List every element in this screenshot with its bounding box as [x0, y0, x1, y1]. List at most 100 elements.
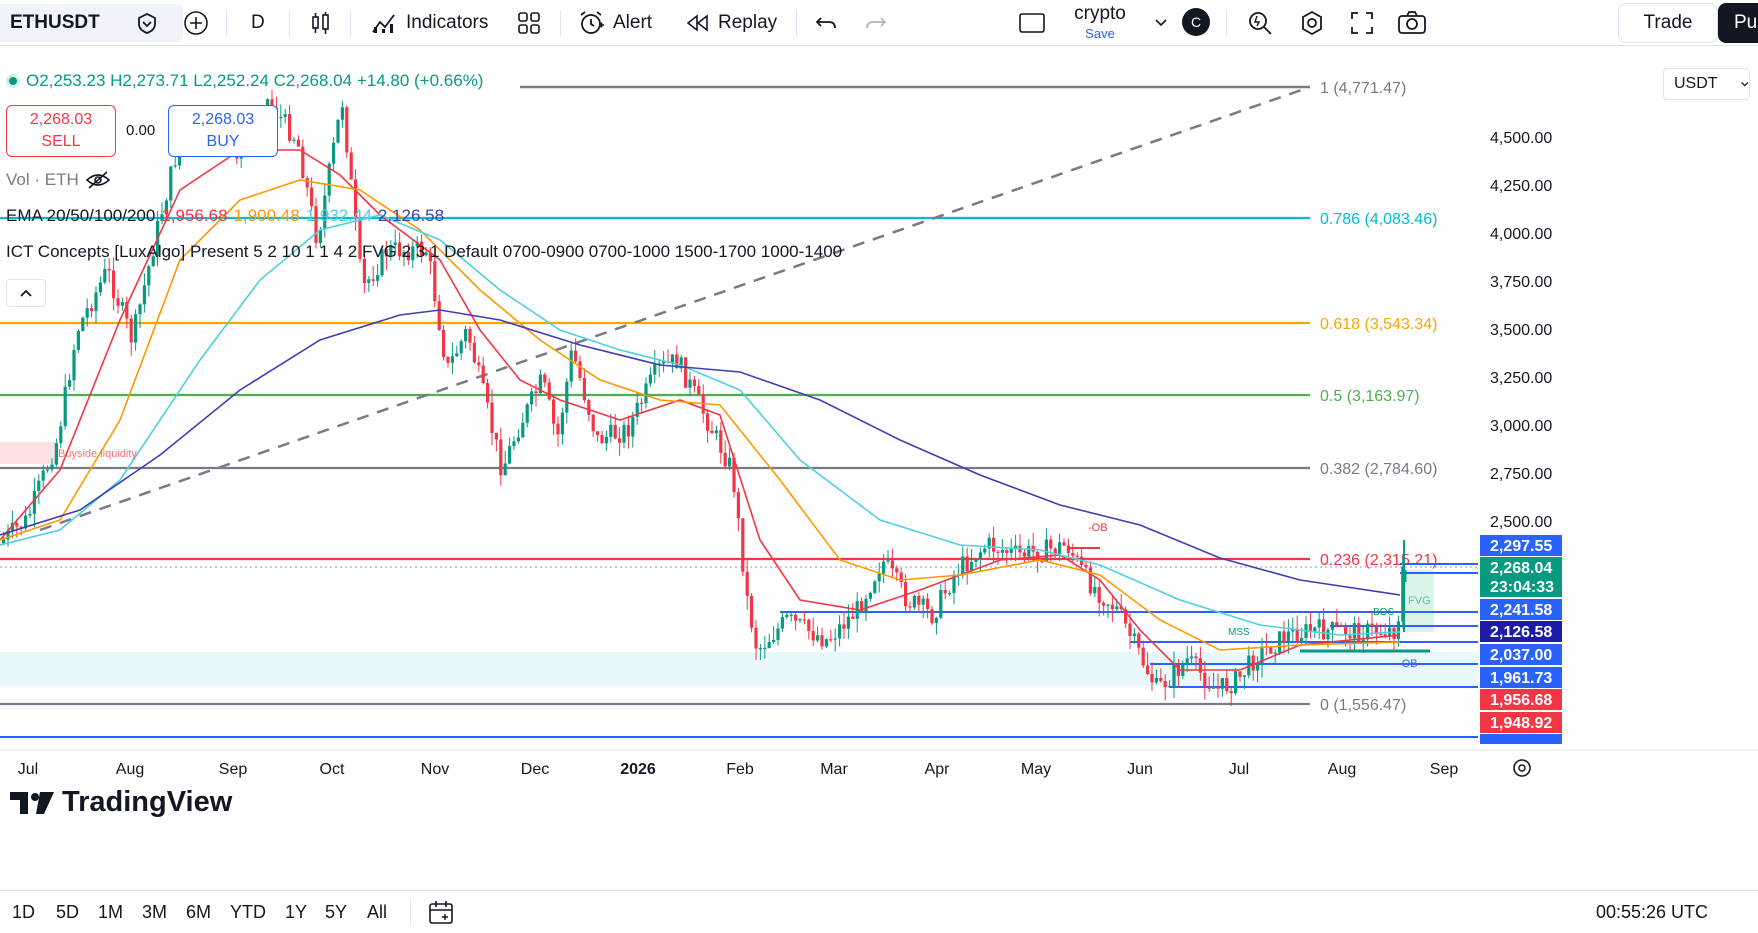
currency-select[interactable]: USDT	[1663, 68, 1750, 100]
candle-body	[1207, 687, 1211, 689]
candle-body	[758, 648, 762, 650]
calendar-icon[interactable]	[427, 891, 455, 933]
candle-body	[1308, 624, 1312, 633]
last-candle-body	[1402, 570, 1407, 582]
indicators-button[interactable]: Indicators	[370, 0, 488, 46]
range-1y[interactable]: 1Y	[285, 902, 308, 922]
candle-body	[1225, 678, 1229, 692]
candles-icon[interactable]	[308, 0, 334, 46]
candle-body	[6, 530, 10, 540]
range-all[interactable]: All	[367, 902, 388, 922]
candle-body	[310, 187, 314, 207]
symbol-search[interactable]	[0, 4, 183, 42]
candle-body	[868, 592, 872, 599]
price-axis[interactable]	[1478, 54, 1758, 774]
candle-body	[1322, 619, 1326, 640]
replay-label: Replay	[718, 12, 778, 33]
ema-50-line	[0, 179, 1401, 651]
price-tag	[1480, 644, 1562, 665]
candle-body	[710, 430, 714, 434]
range-ytd[interactable]: YTD	[230, 902, 266, 922]
symbol-name[interactable]: ETHUSDT	[10, 12, 100, 33]
range-6m[interactable]: 6M	[186, 902, 212, 922]
candle-body	[332, 142, 336, 164]
candle-body	[1141, 647, 1145, 666]
candle-body	[552, 399, 556, 424]
spread-value: 0.00	[126, 122, 156, 139]
axis-settings-icon[interactable]	[1513, 759, 1531, 777]
ict-legend[interactable]: ICT Concepts [LuxAlgo] Present 5 2 10 1 …	[6, 242, 842, 262]
add-symbol-icon[interactable]	[183, 0, 209, 46]
candle-body	[1330, 622, 1334, 630]
candle-body	[767, 642, 771, 648]
publish-button[interactable]: Pu	[1718, 3, 1758, 43]
fib-trend-line[interactable]	[39, 85, 1311, 532]
candle-body	[1238, 671, 1242, 677]
compare-symbol-icon[interactable]	[134, 0, 160, 46]
collapse-legend-button[interactable]	[6, 279, 46, 307]
clock[interactable]: 00:55:26 UTC	[1595, 902, 1708, 922]
price-axis-label: 2,750.00	[1490, 466, 1552, 483]
buy-button[interactable]: 2,268.03 BUY	[168, 105, 278, 157]
candle-body	[169, 166, 173, 201]
candle-body	[1282, 631, 1286, 644]
candle-body	[970, 561, 974, 572]
range-1m[interactable]: 1M	[98, 902, 124, 922]
quick-search-icon[interactable]	[1246, 0, 1274, 46]
candle-body	[1075, 555, 1079, 557]
rewind-icon	[686, 14, 708, 32]
sell-button[interactable]: 2,268.03 SELL	[6, 105, 116, 157]
avatar[interactable]: C	[1182, 8, 1210, 36]
candle-body	[116, 298, 120, 306]
time-axis[interactable]	[0, 750, 1758, 786]
replay-button[interactable]: Replay	[684, 0, 777, 46]
candle-body	[1300, 637, 1304, 643]
layout-icon[interactable]	[1018, 0, 1046, 46]
candle-body	[653, 363, 657, 375]
candle-body	[72, 349, 76, 381]
range-5d[interactable]: 5D	[56, 902, 80, 922]
interval-button[interactable]: D	[251, 12, 265, 33]
candle-body	[1027, 545, 1031, 557]
fullscreen-icon[interactable]	[1349, 0, 1375, 46]
trade-button[interactable]: Trade	[1618, 3, 1718, 43]
candle-body	[543, 374, 547, 383]
candle-body	[794, 614, 798, 621]
candle-body	[983, 548, 987, 553]
eye-hidden-icon[interactable]	[85, 170, 111, 190]
range-5y[interactable]: 5Y	[325, 902, 348, 922]
time-axis-label: Oct	[320, 761, 345, 778]
camera-icon[interactable]	[1397, 0, 1427, 46]
chart-canvas[interactable]: 1 (4,771.47) 0.786 (4,083.46) 0.618 (3,543…	[0, 54, 1758, 864]
settings-icon[interactable]	[1298, 0, 1326, 46]
candle-body	[1348, 635, 1352, 639]
candle-body	[112, 270, 116, 299]
fib-level-label: 0.5 (3,163.97)	[1320, 388, 1420, 405]
templates-icon[interactable]	[516, 0, 542, 46]
volume-legend[interactable]: Vol · ETH	[6, 170, 111, 190]
candle-body	[1044, 539, 1048, 562]
redo-icon[interactable]	[863, 0, 889, 46]
candle-body	[842, 624, 846, 629]
candle-body	[1014, 545, 1018, 549]
range-3m[interactable]: 3M	[142, 902, 168, 922]
candle-body	[1396, 621, 1400, 640]
candle-body	[389, 245, 393, 257]
ema-legend[interactable]: EMA 20/50/100/200 1,956.68 1,900.48 1,93…	[6, 206, 444, 226]
candle-body	[76, 330, 80, 350]
candle-body	[270, 99, 274, 108]
candle-body	[380, 249, 384, 276]
candle-body	[596, 431, 600, 436]
layout-name[interactable]: crypto Save	[1058, 4, 1142, 44]
candle-body	[626, 425, 630, 437]
chevron-down-icon[interactable]	[1153, 0, 1169, 46]
undo-icon[interactable]	[813, 0, 839, 46]
alert-button[interactable]: Alert	[577, 0, 652, 46]
range-1d[interactable]: 1D	[12, 902, 36, 922]
candle-body	[327, 163, 331, 196]
candle-body	[1022, 552, 1026, 557]
candle-body	[1251, 655, 1255, 671]
candle-body	[1242, 675, 1246, 677]
chart-area[interactable]: 1 (4,771.47) 0.786 (4,083.46) 0.618 (3,543…	[0, 54, 1758, 864]
ob-label: -OB	[1398, 658, 1418, 670]
